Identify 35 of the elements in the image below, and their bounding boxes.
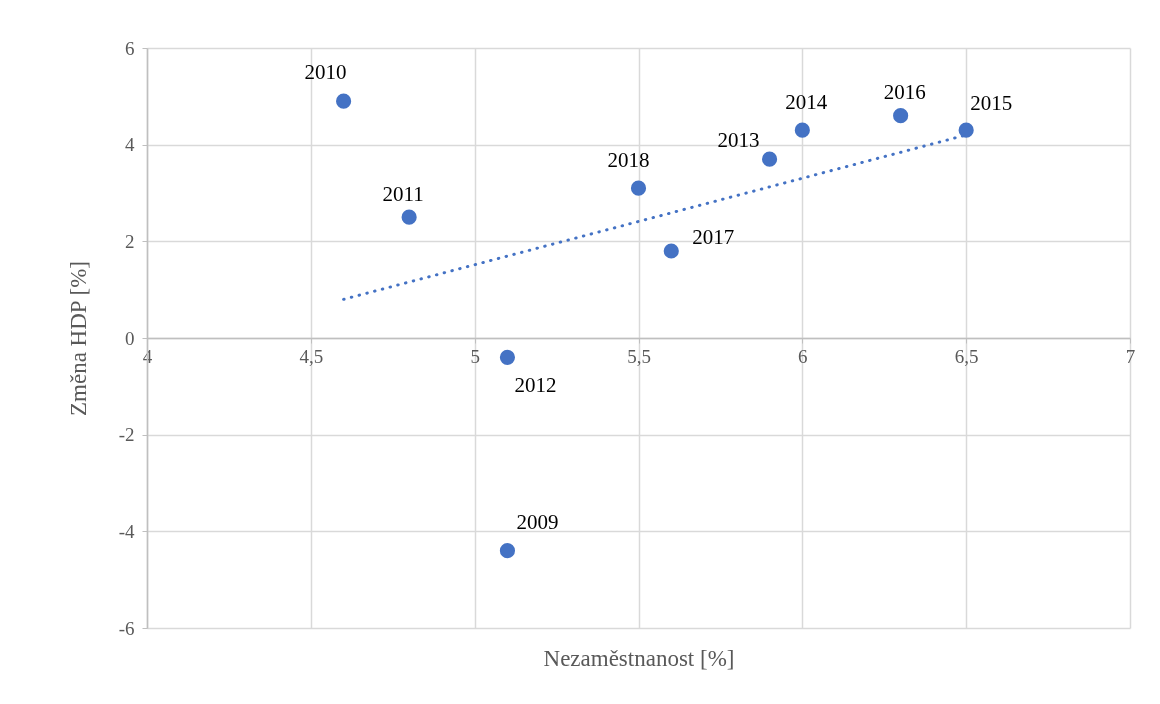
point (630, 180, 647, 196)
annotation: 2016 (883, 79, 926, 104)
point (499, 349, 516, 365)
annotation: 2009 (516, 509, 559, 534)
x-tick-label: 5 (470, 345, 480, 367)
y-tick-label: -2 (118, 424, 135, 446)
y-axis-title: Změna HDP [%] (65, 261, 91, 416)
x-tick-label: 4,5 (299, 345, 324, 367)
y-tick-label: -4 (118, 520, 135, 542)
point (794, 122, 810, 138)
annotation: 2014 (785, 90, 828, 115)
x-tick-label: 5,5 (627, 345, 651, 367)
point (336, 93, 352, 109)
annotation: 2011 (382, 182, 424, 207)
point (499, 543, 516, 559)
annotation: 2018 (607, 148, 650, 173)
annotation: 2013 (717, 128, 760, 153)
annotation: 2010 (304, 60, 347, 85)
annotation: 2017 (692, 225, 735, 249)
x-axis-title: Nezaměstnanost [%] (543, 645, 735, 671)
x-tick-label: 6,5 (954, 345, 979, 367)
point (663, 243, 679, 259)
point (958, 122, 974, 138)
point (761, 151, 778, 167)
annotation: 2012 (514, 373, 557, 398)
y-tick-label: -6 (118, 617, 135, 639)
y-tick-label: 4 (125, 134, 135, 156)
y-tick-label: 2 (125, 230, 135, 252)
x-tick-label: 6 (798, 345, 808, 367)
y-tick-label: 0 (125, 327, 135, 349)
y-tick-label: 6 (125, 37, 135, 59)
annotation: 2015 (970, 91, 1013, 116)
point (893, 108, 909, 124)
point (401, 209, 417, 225)
x-tick-label: 7 (1125, 345, 1136, 367)
